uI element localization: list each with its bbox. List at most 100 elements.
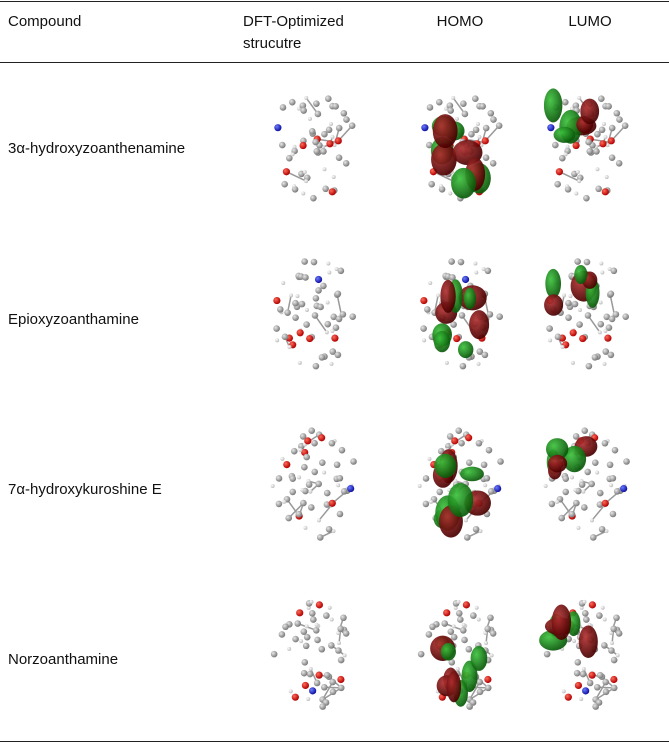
atom [598, 525, 606, 533]
molecule [543, 427, 630, 541]
atom [576, 525, 581, 530]
atom [451, 95, 456, 100]
atom [616, 116, 623, 123]
atom [601, 439, 609, 447]
atom [622, 313, 629, 320]
atom [483, 631, 488, 636]
molecule [274, 95, 356, 202]
atom [476, 348, 484, 355]
atom [325, 525, 333, 533]
atom [476, 678, 483, 686]
atom [484, 625, 491, 633]
atom [281, 280, 286, 285]
atom [320, 148, 327, 155]
atom [595, 167, 600, 172]
bond [305, 97, 319, 115]
orbital-lobe [440, 643, 456, 661]
atom [291, 693, 299, 701]
atom [320, 282, 327, 290]
atom [286, 154, 293, 162]
atom [463, 518, 468, 523]
atom [337, 675, 345, 684]
atom [315, 287, 322, 294]
atom [555, 499, 560, 504]
atom [547, 124, 555, 132]
atom [613, 488, 621, 495]
atom [348, 122, 356, 130]
atom [285, 514, 293, 522]
atom [321, 683, 328, 691]
atom [289, 475, 297, 482]
atom [602, 348, 610, 355]
orbital-lobe [545, 268, 562, 299]
atom [314, 636, 321, 644]
atom [422, 475, 430, 482]
atom [292, 314, 299, 321]
atom [583, 194, 590, 202]
atom [309, 687, 317, 695]
atom [297, 360, 302, 365]
atom [582, 599, 587, 604]
atom [333, 461, 341, 469]
atom [554, 333, 562, 341]
atom [309, 599, 314, 604]
atom [427, 456, 432, 461]
atom [482, 124, 490, 132]
orbital-lobe [470, 645, 488, 671]
atom [568, 294, 573, 299]
atom [281, 180, 288, 188]
atom [602, 617, 607, 622]
atom [329, 348, 337, 355]
atom [303, 525, 308, 530]
atom [565, 144, 570, 149]
atom [579, 670, 587, 678]
orbital-lobe [574, 265, 588, 284]
atom [573, 669, 581, 677]
atom [472, 525, 480, 533]
atom [444, 106, 449, 111]
atom [304, 179, 309, 184]
atom [596, 612, 603, 619]
atom [577, 179, 582, 184]
atom [487, 109, 495, 117]
orbital-lobe [447, 482, 474, 518]
atom [420, 325, 427, 332]
atom [429, 499, 434, 504]
atom [461, 275, 470, 284]
atom [487, 614, 494, 622]
atom [598, 95, 605, 103]
atom [330, 313, 338, 321]
atom [459, 362, 467, 370]
atom [445, 442, 452, 450]
atom [324, 330, 329, 335]
atom [318, 645, 326, 653]
atom [338, 446, 346, 454]
atom [593, 148, 600, 155]
atom [340, 109, 348, 117]
atom [612, 311, 620, 318]
atom [327, 270, 332, 275]
atom [303, 321, 310, 328]
atom [610, 267, 618, 275]
atom [335, 647, 342, 654]
atom [444, 360, 449, 365]
atom [428, 280, 433, 285]
atom [350, 458, 357, 465]
bond [314, 314, 328, 333]
atom [595, 470, 600, 475]
atom [332, 103, 339, 110]
atom [578, 307, 583, 312]
atom [288, 689, 293, 694]
atom [601, 188, 609, 196]
atom [570, 475, 575, 480]
atom [571, 300, 579, 308]
atom [591, 459, 599, 466]
atom [446, 433, 454, 440]
atom [322, 470, 327, 475]
atom [459, 626, 467, 634]
atom [608, 124, 616, 132]
atom [302, 170, 307, 175]
atom [336, 510, 344, 518]
atom [296, 329, 304, 337]
atom [623, 458, 630, 465]
